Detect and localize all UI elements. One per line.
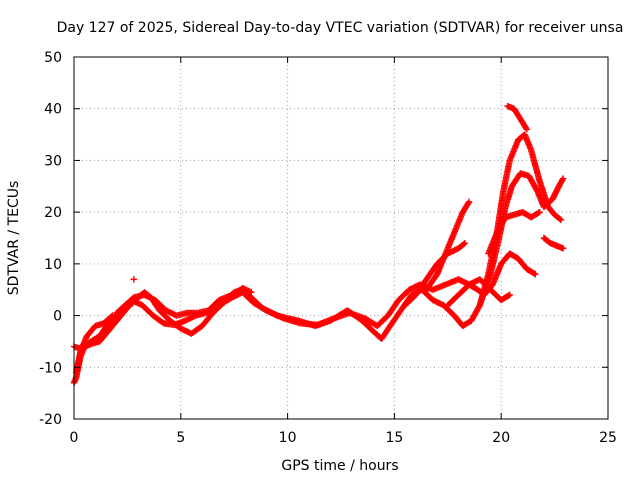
x-tick-label: 25 (599, 430, 617, 446)
data-point (130, 276, 138, 283)
series-track-10 (444, 276, 513, 309)
series-track-7 (485, 208, 543, 257)
series-track-11 (72, 312, 116, 376)
x-axis-label: GPS time / hours (281, 458, 398, 474)
data-point (559, 175, 567, 182)
x-tick-label: 10 (279, 430, 297, 446)
x-tick-label: 15 (385, 430, 403, 446)
data-point (248, 289, 255, 296)
y-tick-label: 20 (44, 205, 62, 221)
data-marks (70, 102, 567, 386)
data-point (522, 124, 530, 132)
data-point (108, 313, 115, 320)
data-point (465, 199, 472, 207)
data-point (556, 215, 564, 223)
series-track-8 (504, 102, 531, 133)
chart-title: Day 127 of 2025, Sidereal Day-to-day VTE… (57, 20, 624, 36)
data-point (506, 291, 513, 299)
y-tick-label: 10 (44, 257, 62, 273)
x-tick-label: 0 (70, 430, 79, 446)
y-tick-label: -20 (39, 412, 62, 428)
data-point (523, 126, 531, 133)
series-track-5 (423, 198, 473, 293)
data-point (109, 312, 116, 319)
data-point (530, 270, 538, 277)
data-point (460, 240, 468, 248)
x-tick-label: 5 (176, 430, 185, 446)
series-track-6 (476, 170, 567, 309)
data-point (557, 216, 565, 224)
y-axis-label: SDTVAR / TECUs (6, 181, 22, 296)
data-point (465, 198, 473, 205)
plot-frame (73, 56, 609, 420)
data-point (536, 208, 543, 216)
data-point (559, 176, 566, 184)
y-tick-label: 30 (44, 153, 62, 169)
series-track-9 (540, 234, 567, 252)
y-tick-label: 50 (44, 50, 62, 66)
data-point (535, 209, 542, 217)
series-outliers (130, 276, 138, 283)
y-tick-label: -10 (39, 360, 62, 376)
data-point (559, 245, 567, 252)
y-tick-label: 40 (44, 102, 62, 118)
series-track-3 (113, 284, 255, 319)
x-tick-label: 20 (492, 430, 510, 446)
data-point (461, 239, 469, 247)
data-point (505, 292, 512, 299)
axis-ticks: 0 5 10 15 20 25 -20 -10 0 10 20 30 40 50 (39, 50, 617, 446)
data-point (532, 271, 539, 278)
y-tick-label: 0 (53, 309, 62, 325)
